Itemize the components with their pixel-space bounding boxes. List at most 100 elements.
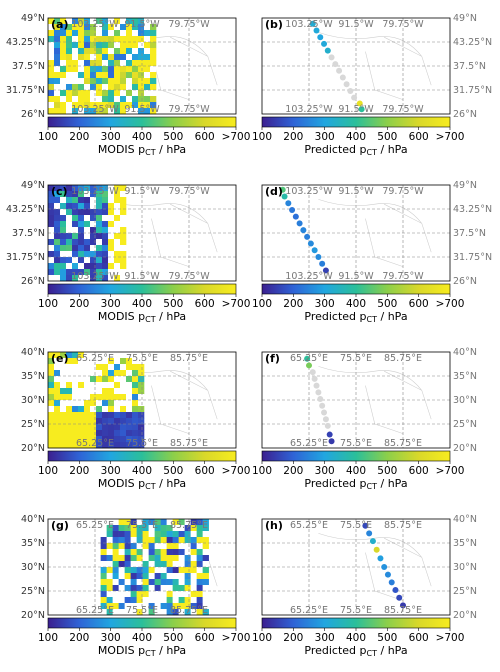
swath-pixel (120, 239, 127, 246)
swath-pixel (114, 96, 121, 103)
lat-tick: 49°N (453, 180, 477, 191)
swath-pixel (132, 24, 139, 31)
swath-pixel (48, 215, 55, 222)
swath-pixel (102, 209, 109, 216)
swath-pixel (108, 54, 115, 61)
swath-pixel (90, 48, 97, 55)
swath-pixel (184, 549, 191, 556)
swath-pixel (78, 257, 85, 264)
swath-pixel (114, 72, 121, 79)
swath-pixel (124, 585, 131, 592)
swath-pixel (102, 30, 109, 37)
swath-pixel (60, 436, 67, 443)
swath-pixel (96, 263, 103, 270)
swath-pixel (138, 352, 145, 359)
swath-pixel (102, 72, 109, 79)
swath-pixel (102, 394, 109, 401)
swath-pixel (178, 549, 185, 556)
swath-pixel (178, 525, 185, 532)
swath-pixel (114, 227, 121, 234)
swath-pixel (96, 191, 103, 198)
swath-pixel (114, 418, 121, 425)
swath-pixel (66, 30, 73, 37)
swath-pixel (108, 227, 115, 234)
swath-pixel (196, 549, 203, 556)
swath-pixel (136, 555, 143, 562)
swath-pixel (72, 66, 79, 73)
swath-pixel (100, 519, 107, 526)
swath-pixel (60, 24, 67, 31)
swath-pixel (196, 609, 203, 616)
swath-pixel (120, 108, 127, 115)
swath-pixel (120, 54, 127, 61)
lon-tick-top: 103.25°W (71, 186, 119, 197)
swath-pixel (112, 555, 119, 562)
swath-pixel (48, 90, 55, 97)
swath-pixel (96, 48, 103, 55)
swath-pixel (114, 185, 121, 192)
swath-pixel (142, 561, 149, 568)
swath-pixel (136, 525, 143, 532)
swath-pixel (166, 603, 173, 610)
colorbar-tick-label: >700 (436, 632, 465, 644)
swath-pixel (100, 573, 107, 580)
swath-pixel (72, 108, 79, 115)
panel-f: (f) 65.25°E 65.25°E 75.5°E 75.5°E 85.75°E 85.7… (252, 347, 477, 491)
swath-pixel (66, 251, 73, 258)
swath-pixel (54, 406, 61, 413)
swath-pixel (102, 60, 109, 67)
track-point (321, 40, 328, 47)
swath-pixel (166, 579, 173, 586)
swath-pixel (178, 531, 185, 538)
swath-pixel (48, 24, 55, 31)
swath-pixel (54, 245, 61, 252)
swath-pixel (84, 215, 91, 222)
swath-pixel (202, 561, 209, 568)
swath-pixel (154, 525, 161, 532)
swath-pixel (202, 555, 209, 562)
swath-pixel (54, 358, 61, 365)
lat-tick: 35°N (21, 371, 45, 382)
lat-tick: 25°N (21, 586, 45, 597)
swath-pixel (66, 48, 73, 55)
swath-pixel (114, 245, 121, 252)
swath-pixel (90, 352, 97, 359)
swath-pixel (108, 269, 115, 276)
swath-pixel (48, 418, 55, 425)
swath-pixel (136, 561, 143, 568)
swath-pixel (48, 18, 55, 25)
swath-pixel (54, 418, 61, 425)
swath-pixel (142, 519, 149, 526)
swath-pixel (120, 394, 127, 401)
swath-pixel (90, 24, 97, 31)
swath-pixel (120, 24, 127, 31)
swath-pixel (138, 60, 145, 67)
swath-pixel (78, 388, 85, 395)
swath-pixel (190, 573, 197, 580)
swath-pixel (126, 66, 133, 73)
swath-pixel (196, 579, 203, 586)
swath-pixel (66, 191, 73, 198)
colorbar-label: MODIS pCT / hPa (98, 143, 186, 157)
swath-pixel (106, 525, 113, 532)
swath-pixel (72, 394, 79, 401)
swath-pixel (132, 66, 139, 73)
swath-pixel (60, 48, 67, 55)
swath-pixel (66, 239, 73, 246)
lon-tick-bottom: 75.5°E (126, 438, 158, 449)
swath-pixel (84, 382, 91, 389)
swath-pixel (132, 18, 139, 25)
lon-tick-top: 103.25°W (71, 19, 119, 30)
swath-pixel (144, 42, 151, 49)
swath-pixel (54, 370, 61, 377)
swath-pixel (124, 519, 131, 526)
track-point (304, 355, 311, 362)
lat-tick: 25°N (453, 586, 477, 597)
swath-pixel (166, 609, 173, 616)
lon-tick-top: 65.25°E (76, 353, 114, 364)
colorbar-tick-label: >700 (222, 632, 251, 644)
swath-pixel (48, 221, 55, 228)
swath-pixel (126, 394, 133, 401)
lat-tick: 26°N (453, 276, 477, 287)
swath-pixel (54, 66, 61, 73)
